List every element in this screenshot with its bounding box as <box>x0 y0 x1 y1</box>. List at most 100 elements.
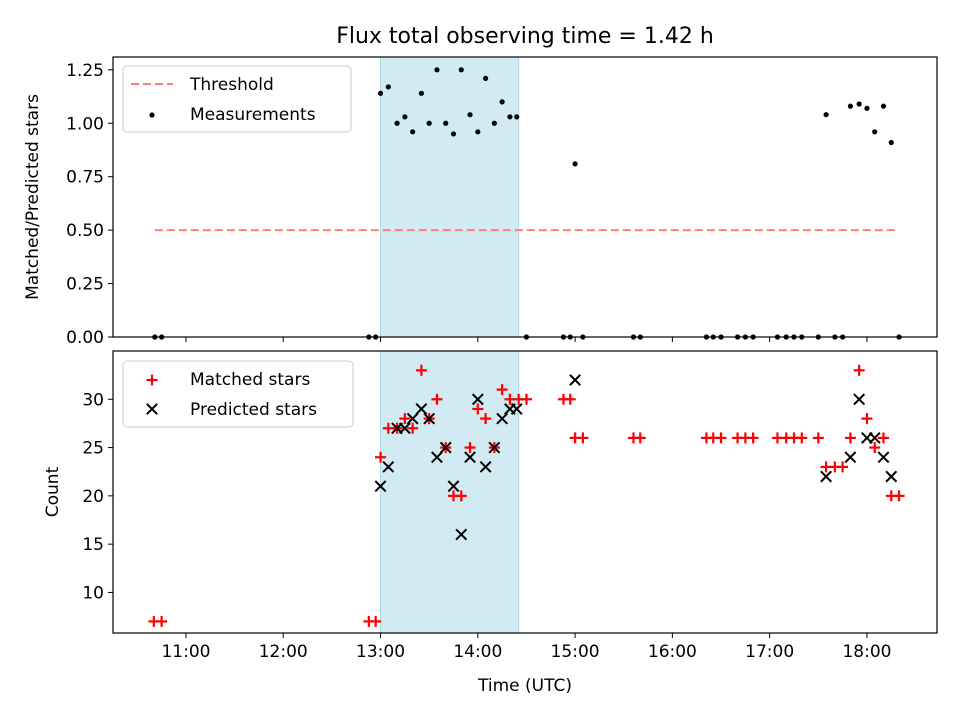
observing-span-highlight <box>380 350 520 634</box>
measurement-point <box>507 114 513 120</box>
matched-star-point <box>577 432 589 444</box>
matched-stars-legend-swatch <box>146 374 158 386</box>
predicted-star-point <box>406 412 419 425</box>
x-tick-label: 14:00 <box>453 642 502 662</box>
top-panel-frame <box>112 56 938 338</box>
matched-star-point <box>375 451 387 463</box>
measurement-point <box>880 103 887 109</box>
y-tick-label: 10 <box>82 583 104 603</box>
predicted-star-point <box>853 393 866 406</box>
predicted-star-point <box>431 451 443 464</box>
matched-star-point <box>869 442 881 454</box>
bottom-legend: Matched stars Predicted stars <box>122 360 354 428</box>
x-tick-label: 15:00 <box>551 642 600 662</box>
x-axis-label: Time (UTC) <box>477 676 572 696</box>
matched-star-point <box>431 393 443 405</box>
measurement-point <box>872 129 878 135</box>
measurement-point <box>467 112 473 118</box>
matched-stars-legend-label: Matched stars <box>190 370 310 390</box>
measurement-point <box>450 131 457 137</box>
predicted-star-point <box>415 403 428 415</box>
matched-star-point <box>747 432 759 444</box>
legend-plus-marker <box>146 374 158 386</box>
measurement-point <box>418 90 424 96</box>
x-tick-label: 18:00 <box>842 642 891 662</box>
measurement-point <box>475 129 481 135</box>
bottom-y-axis-label: Count <box>43 466 63 517</box>
predicted-star-point <box>820 470 833 483</box>
measurements-legend-swatch <box>149 112 155 118</box>
matched-star-point <box>370 615 382 627</box>
measurement-point <box>458 67 464 73</box>
predicted-star-point <box>877 451 890 464</box>
y-tick-label: 0.50 <box>66 221 104 241</box>
matched-star-point <box>837 461 849 473</box>
measurement-point <box>482 75 489 81</box>
x-tick-label: 12:00 <box>259 642 308 662</box>
matched-star-point <box>634 432 646 444</box>
predicted-star-point <box>496 412 509 425</box>
legend-x-marker <box>146 403 158 415</box>
y-tick-label: 1.25 <box>66 61 104 81</box>
observing-span-highlight <box>380 56 520 338</box>
matched-star-point <box>564 393 576 405</box>
threshold-legend-label: Threshold <box>189 75 274 95</box>
predicted-star-point <box>844 451 857 464</box>
bottom-panel: 11:00 12:00 13:00 14:00 15:00 16:00 17:00 18:00… <box>43 350 938 696</box>
matched-star-point <box>877 432 889 444</box>
predicted-star-point <box>569 374 582 386</box>
y-tick-label: 25 <box>82 439 104 459</box>
x-tick-label: 16:00 <box>648 642 697 662</box>
y-tick-label: 15 <box>82 535 104 555</box>
predicted-star-point <box>479 460 492 473</box>
matched-star-point <box>399 413 411 425</box>
predicted-star-point <box>439 441 452 454</box>
predicted-stars-legend-swatch <box>146 403 158 415</box>
measurement-point <box>572 161 578 167</box>
predicted-star-point <box>510 403 523 415</box>
predicted-star-point <box>868 432 881 444</box>
predicted-star-point <box>885 470 898 483</box>
predicted-star-point <box>382 460 395 473</box>
y-tick-label: 0.75 <box>66 168 104 188</box>
predicted-stars-legend-label: Predicted stars <box>190 400 317 420</box>
matched-star-point <box>496 384 508 396</box>
y-tick-label: 1.00 <box>66 114 104 134</box>
measurement-point <box>864 105 870 111</box>
predicted-star-point <box>471 393 484 406</box>
x-tick-label: 13:00 <box>356 642 405 662</box>
measurement-point <box>410 129 416 135</box>
measurement-point <box>426 120 432 126</box>
top-y-axis-label: Matched/Predicted stars <box>23 94 43 300</box>
matched-star-point <box>844 432 856 444</box>
matched-star-point <box>520 393 532 405</box>
matched-star-point <box>407 422 419 434</box>
matched-star-point <box>861 413 873 425</box>
measurement-point <box>402 114 408 120</box>
measurements-legend-label: Measurements <box>190 105 316 125</box>
predicted-star-point <box>423 412 436 425</box>
matched-star-point <box>796 432 808 444</box>
top-legend: Threshold Measurements <box>122 65 352 133</box>
matched-star-point <box>480 413 492 425</box>
top-panel: 0.00 0.25 0.50 0.75 1.00 1.25 Matched/Predict… <box>23 56 938 348</box>
y-tick-label: 30 <box>82 390 104 410</box>
bottom-panel-frame <box>112 350 938 634</box>
measurement-point <box>434 67 440 73</box>
measurement-point <box>847 103 854 109</box>
measurement-point <box>823 112 829 118</box>
x-tick-label: 11:00 <box>161 642 210 662</box>
y-tick-label: 20 <box>82 487 104 507</box>
chart-title: Flux total observing time = 1.42 h <box>336 24 714 49</box>
x-tick-label: 17:00 <box>745 642 794 662</box>
measurement-point <box>385 84 391 90</box>
predicted-star-point <box>464 451 476 464</box>
matched-star-point <box>156 615 168 627</box>
y-tick-label: 0.00 <box>66 328 104 348</box>
measurement-point <box>888 139 894 146</box>
matched-star-point <box>415 364 427 376</box>
predicted-star-point <box>455 528 468 541</box>
matched-star-point <box>812 432 824 444</box>
predicted-star-point <box>488 441 501 454</box>
